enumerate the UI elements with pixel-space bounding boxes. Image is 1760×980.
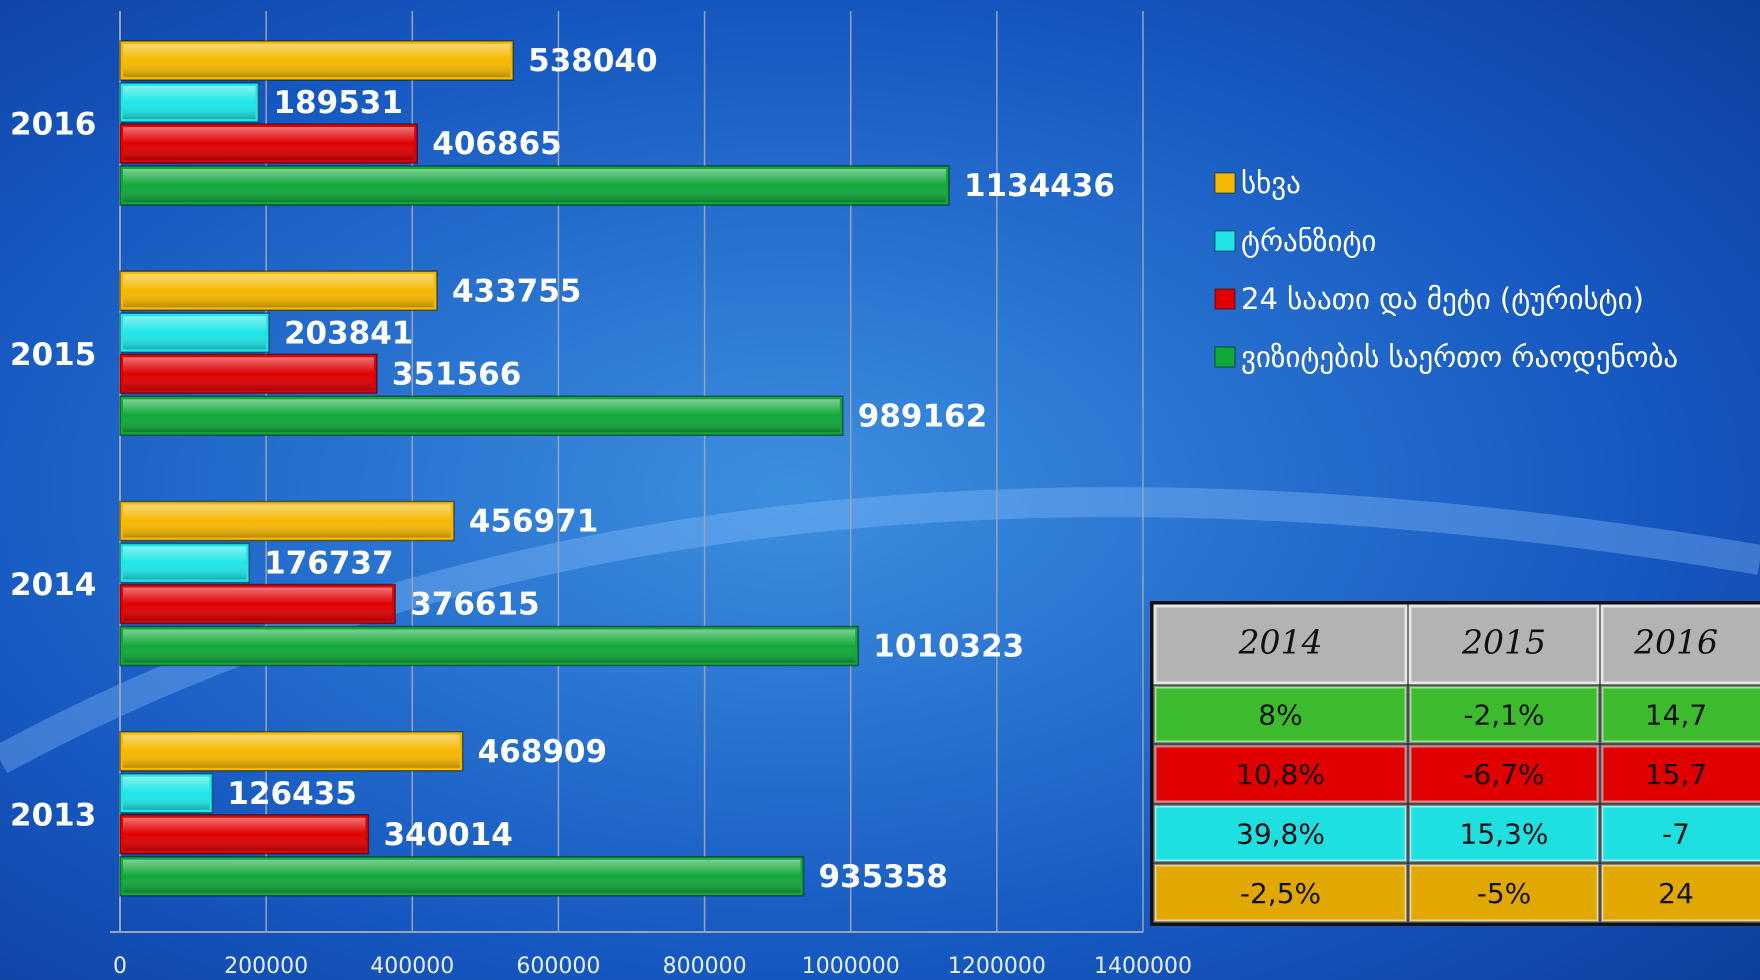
data-label: 126435 <box>227 776 356 812</box>
bar-shine <box>123 859 801 893</box>
data-label: 340014 <box>383 817 512 853</box>
table-value: -7 <box>1662 818 1690 851</box>
bar-shine <box>123 817 366 851</box>
table-cell <box>1600 744 1760 804</box>
table-cell <box>1153 804 1408 863</box>
table-header-cell <box>1600 604 1760 685</box>
x-tick-label: 800000 <box>663 954 747 979</box>
x-tick-label: 1200000 <box>948 954 1046 979</box>
table-cell <box>1153 685 1408 744</box>
data-label: 351566 <box>392 356 521 392</box>
x-tick-label: 600000 <box>516 954 600 979</box>
bar-shine <box>123 316 266 350</box>
table-header-cell <box>1408 604 1600 685</box>
category-label: 2015 <box>10 337 96 373</box>
bar-shine <box>123 44 511 77</box>
bar-shine <box>123 169 946 202</box>
x-tick-label: 1400000 <box>1094 954 1192 979</box>
table-cell <box>1153 744 1408 804</box>
data-label: 203841 <box>284 315 413 351</box>
table-value: -2,5% <box>1240 877 1321 910</box>
table-value: 10,8% <box>1236 758 1325 791</box>
bar-shine <box>123 629 856 663</box>
data-label: 538040 <box>528 43 657 79</box>
legend-swatch <box>1214 346 1236 368</box>
bar-shine <box>123 504 451 538</box>
bar-shine <box>123 546 247 580</box>
data-label: 1134436 <box>964 168 1115 204</box>
legend-label: ვიზიტების საერთო რაოდენობა <box>1241 340 1678 374</box>
data-label: 176737 <box>264 546 393 582</box>
legend-swatch <box>1214 230 1236 252</box>
table-value: 15,7 <box>1645 758 1707 791</box>
x-tick-label: 0 <box>113 954 127 979</box>
table-cell <box>1600 863 1760 923</box>
data-label: 935358 <box>818 859 947 895</box>
table-header: 2016 <box>1633 623 1718 662</box>
table-cell <box>1408 744 1600 804</box>
bar-shine <box>123 274 434 308</box>
bar-shine <box>123 127 415 160</box>
legend-label: ტრანზიტი <box>1241 224 1376 258</box>
legend-swatch <box>1214 288 1236 310</box>
table-value: -2,1% <box>1463 699 1544 732</box>
table-header: 2014 <box>1238 623 1323 662</box>
data-label: 376615 <box>410 587 539 623</box>
table-value: 8% <box>1258 699 1302 732</box>
category-label: 2016 <box>10 107 96 143</box>
x-tick-label: 200000 <box>224 954 308 979</box>
table-header-cell <box>1153 604 1408 685</box>
table-header: 2015 <box>1461 623 1546 662</box>
table-value: 24 <box>1658 877 1694 910</box>
data-label: 1010323 <box>873 629 1024 665</box>
table-value: 14,7 <box>1645 699 1707 732</box>
table-cell <box>1408 804 1600 863</box>
table-cell <box>1600 804 1760 863</box>
data-label: 989162 <box>858 398 987 434</box>
bar-shine <box>123 776 210 810</box>
data-label: 406865 <box>432 126 561 162</box>
legend-label: სხვა <box>1241 166 1301 200</box>
table-cell <box>1408 863 1600 923</box>
table-cell <box>1600 685 1760 744</box>
legend-label: 24 საათი და მეტი (ტურისტი) <box>1241 282 1644 316</box>
bar-shine <box>123 587 393 621</box>
bar-shine <box>123 357 374 391</box>
x-tick-label: 1000000 <box>802 954 900 979</box>
table-value: -5% <box>1477 877 1532 910</box>
category-label: 2014 <box>10 567 96 603</box>
data-label: 189531 <box>273 85 402 121</box>
table-value: 15,3% <box>1460 818 1549 851</box>
table-cell <box>1153 863 1408 923</box>
data-label: 433755 <box>452 273 581 309</box>
bar-shine <box>123 734 460 768</box>
category-label: 2013 <box>10 797 96 833</box>
bar-shine <box>123 399 840 433</box>
table-value: -6,7% <box>1463 758 1544 791</box>
data-label: 468909 <box>478 734 607 770</box>
data-label: 456971 <box>469 504 598 540</box>
table-cell <box>1408 685 1600 744</box>
bar-shine <box>123 86 256 119</box>
table-value: 39,8% <box>1236 818 1325 851</box>
legend-swatch <box>1214 172 1236 194</box>
x-tick-label: 400000 <box>370 954 454 979</box>
